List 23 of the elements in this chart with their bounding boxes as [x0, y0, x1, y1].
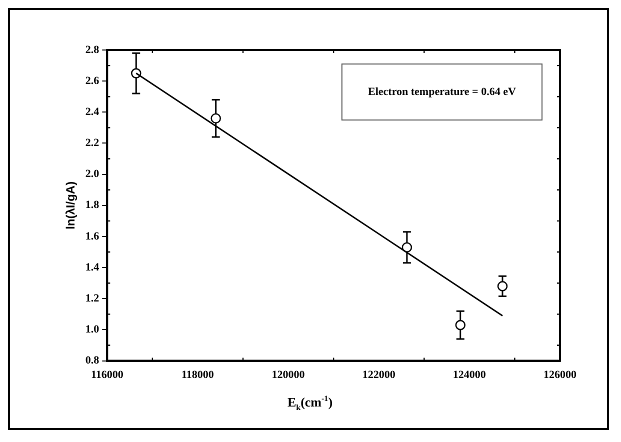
annotation: Electron temperature = 0.64 eV	[368, 86, 516, 98]
x-tick-label: 126000	[544, 369, 577, 382]
x-tick-label: 122000	[362, 369, 396, 382]
point	[210, 113, 221, 124]
x-tick-label: 116000	[90, 369, 124, 382]
y-tick-label: 2.2	[85, 137, 100, 150]
point	[455, 320, 466, 330]
y-tick-label: 2.0	[85, 168, 100, 180]
y-tick-label: 1.4	[85, 261, 100, 274]
x-tick-label: 118000	[182, 369, 214, 382]
y-tick-label: 2.8	[85, 44, 100, 56]
x-axis-title: E$_{k}$(cm$^{-1}$)	[287, 394, 333, 412]
y-tick-label: 1.6	[85, 230, 100, 242]
y-tick-label: 1.0	[85, 324, 100, 336]
x-tick-label: 124000	[452, 369, 486, 382]
y-tick-label: 1.2	[85, 292, 100, 304]
y-axis-title: ln(λI/gA)	[64, 181, 78, 230]
x-tick-label: 120000	[272, 369, 306, 382]
y-tick-label: 2.6	[85, 74, 100, 87]
y-tick-label: 0.8	[85, 354, 100, 367]
point	[497, 281, 508, 292]
y-tick-label: 2.4	[85, 106, 100, 118]
y-tick-label: 1.8	[85, 199, 100, 212]
